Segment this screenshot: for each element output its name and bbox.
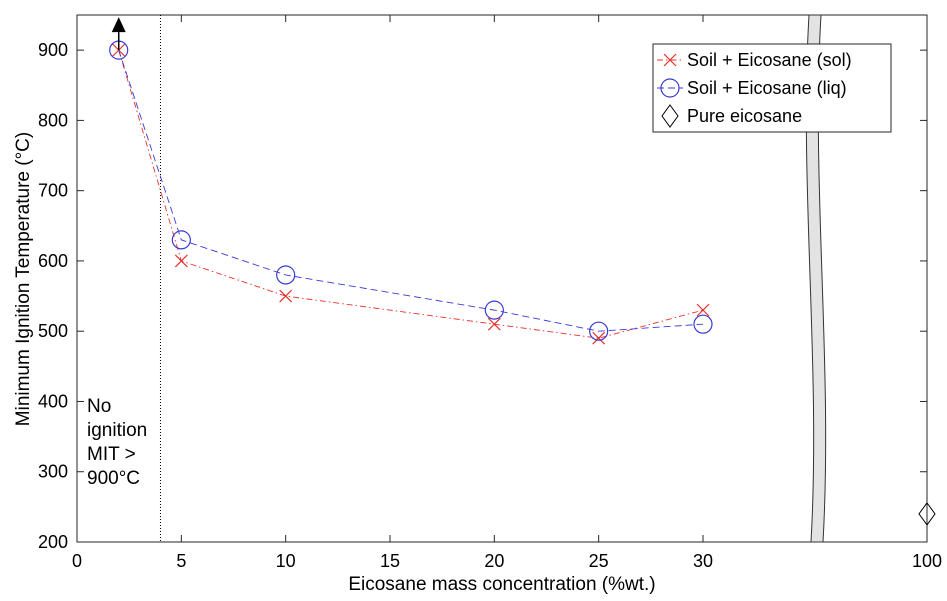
x-tick-label: 10	[276, 551, 296, 571]
x-tick-label: 15	[380, 551, 400, 571]
series-1-point	[279, 289, 293, 303]
arrow-head	[111, 17, 126, 33]
axis-break-band	[805, 14, 827, 543]
y-tick-label: 600	[38, 251, 68, 271]
x-tick-label: 100	[912, 551, 942, 571]
x-tick-label: 5	[176, 551, 186, 571]
x-axis-ticks: 0 5 10 15 20 25 30 100	[72, 15, 942, 571]
legend-entry: Pure eicosane	[661, 104, 802, 128]
series-1-point	[487, 317, 501, 331]
x-axis-label: Eicosane mass concentration (%wt.)	[348, 574, 655, 595]
legend-label: Soil + Eicosane (liq)	[687, 78, 847, 98]
y-axis-ticks: 200 300 400 500 600 700 800 900	[38, 40, 927, 552]
annotation-line: 900°C	[87, 468, 140, 489]
series-layer	[109, 40, 936, 526]
legend-marker	[661, 104, 679, 128]
series-1	[112, 43, 710, 345]
y-tick-label: 300	[38, 462, 68, 482]
legend-entry: Soil + Eicosane (liq)	[657, 78, 847, 98]
x-tick-label: 0	[72, 551, 82, 571]
series-2	[109, 40, 713, 341]
x-tick-label: 30	[693, 551, 713, 571]
legend-label: Pure eicosane	[687, 106, 802, 126]
series-2-point	[276, 265, 296, 285]
series-2-point	[171, 230, 191, 250]
legend-marker	[663, 53, 677, 67]
series-3	[918, 502, 936, 526]
y-tick-label: 900	[38, 40, 68, 60]
legend-box	[652, 43, 892, 133]
legend-label: Soil + Eicosane (sol)	[687, 50, 852, 70]
x-tick-label: 25	[589, 551, 609, 571]
series-1-point	[696, 303, 710, 317]
legend: Soil + Eicosane (sol) Soil + Eicosane (li…	[652, 43, 892, 133]
series-1-line	[118, 50, 704, 339]
x-tick-label: 20	[484, 551, 504, 571]
y-axis-label: Minimum Ignition Temperature (°C)	[13, 132, 34, 426]
y-tick-label: 700	[38, 181, 68, 201]
y-tick-label: 200	[38, 532, 68, 552]
no-ignition-annotation: No ignition MIT > 900°C	[87, 396, 147, 489]
annotation-line: ignition	[87, 420, 147, 441]
annotation-line: No	[87, 396, 111, 417]
series-2-point	[589, 321, 609, 341]
series-2-line	[118, 49, 704, 332]
series-1-point	[592, 331, 606, 345]
y-tick-label: 800	[38, 110, 68, 130]
series-2-point	[484, 300, 504, 320]
legend-marker	[660, 78, 680, 98]
legend-entry: Soil + Eicosane (sol)	[657, 50, 852, 70]
series-3-point	[918, 502, 936, 526]
annotation-line: MIT >	[87, 444, 136, 465]
y-tick-label: 500	[38, 321, 68, 341]
axis-break	[805, 14, 827, 543]
upward-arrow	[111, 17, 126, 51]
series-1-point	[174, 254, 188, 268]
series-2-point	[693, 314, 713, 334]
y-tick-label: 400	[38, 391, 68, 411]
